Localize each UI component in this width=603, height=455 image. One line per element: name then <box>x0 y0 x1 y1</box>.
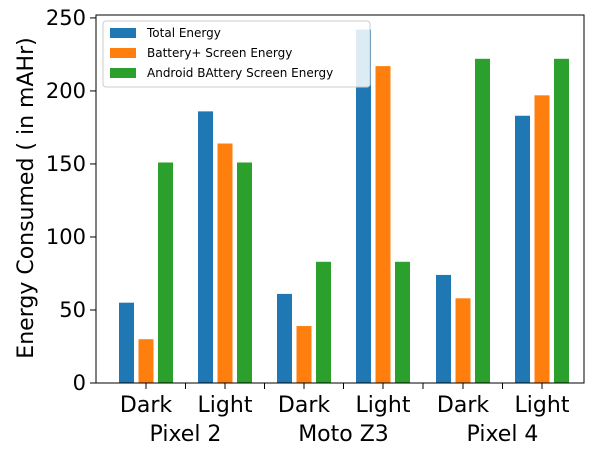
y-axis: 0 50 100 150 200 250 <box>46 6 96 395</box>
plot-frame <box>95 14 585 384</box>
bar-total <box>198 111 213 383</box>
x-tick-label: Dark <box>278 393 330 418</box>
x-group-label: Pixel 4 <box>467 422 539 447</box>
bar-android <box>395 261 410 383</box>
legend-label: Android BAttery Screen Energy <box>147 66 333 80</box>
y-tick-label: 150 <box>46 152 86 176</box>
x-tick-label: Light <box>515 393 570 418</box>
bar-total <box>119 302 134 383</box>
y-tick-label: 200 <box>46 79 86 103</box>
y-tick-label: 50 <box>59 298 86 322</box>
x-tick-label: Light <box>198 393 253 418</box>
bar-battery-plus <box>138 339 154 383</box>
x-axis: Dark Light Dark Light Dark Light Pixel 2 Moto Z… <box>120 383 570 447</box>
bar-battery-plus <box>217 143 233 383</box>
y-tick-label: 100 <box>46 225 86 249</box>
y-tick-label: 0 <box>73 371 86 395</box>
bar-battery-plus <box>455 298 471 383</box>
bar-battery-plus <box>296 326 312 383</box>
bar-android <box>475 58 490 384</box>
legend-swatch <box>110 68 136 78</box>
legend-swatch <box>110 28 136 38</box>
x-tick-label: Light <box>356 393 411 418</box>
x-group-label: Pixel 2 <box>150 422 222 447</box>
legend-box <box>102 20 371 88</box>
x-tick-label: Dark <box>437 393 489 418</box>
bar-android <box>237 162 252 383</box>
bar-total <box>356 29 371 383</box>
bars-layer <box>119 29 569 384</box>
bar-battery-plus <box>375 66 391 383</box>
y-axis-label: Energy Consumed ( in mAHr) <box>14 37 39 358</box>
legend-label: Battery+ Screen Energy <box>147 46 292 60</box>
legend: Total Energy Battery+ Screen Energy Androi… <box>102 20 371 88</box>
legend-label: Total Energy <box>146 26 221 40</box>
x-tick-label: Dark <box>120 393 172 418</box>
bar-android <box>316 261 331 383</box>
bar-total <box>515 115 530 383</box>
bar-total <box>436 274 451 383</box>
bar-battery-plus <box>534 95 550 384</box>
bar-total <box>277 293 292 383</box>
bar-android <box>554 58 569 384</box>
legend-swatch <box>110 48 136 58</box>
bar-android <box>158 162 173 383</box>
x-group-label: Moto Z3 <box>298 422 389 447</box>
y-tick-label: 250 <box>46 6 86 30</box>
